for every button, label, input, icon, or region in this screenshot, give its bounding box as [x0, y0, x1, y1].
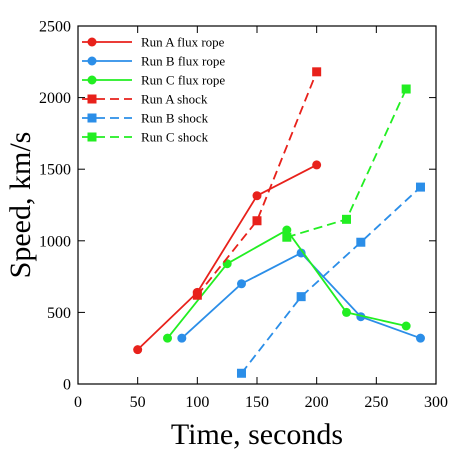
- series-run-a-shock: [192, 67, 322, 300]
- legend-label: Run A shock: [141, 92, 208, 107]
- x-tick-label: 250: [364, 394, 388, 411]
- series-run-b-flux-rope: [177, 248, 425, 343]
- data-point: [282, 232, 292, 242]
- data-point: [177, 333, 187, 343]
- ticks-layer: 0 50 100 150 200 250 300 0 500 1000 1500 2000 2500: [39, 19, 448, 412]
- data-point: [236, 279, 246, 289]
- series-run-b-shock: [236, 182, 425, 378]
- data-point: [133, 345, 143, 355]
- data-point: [401, 84, 411, 94]
- data-point: [87, 132, 97, 142]
- x-tick-label: 0: [74, 394, 82, 411]
- series-line: [196, 71, 318, 296]
- series-run-a-flux-rope: [133, 160, 322, 355]
- legend-entry: Run B shock: [82, 111, 209, 126]
- x-tick-label: 200: [305, 394, 329, 411]
- legend-label: Run A flux rope: [141, 35, 225, 50]
- y-tick-label: 500: [47, 305, 71, 322]
- x-tick-label: 150: [245, 394, 269, 411]
- legend-entry: Run B flux rope: [82, 54, 225, 69]
- legend: Run A flux rope Run B flux rope Run C flux…: [82, 35, 225, 145]
- y-tick-label: 1000: [39, 233, 71, 250]
- x-tick-label: 300: [424, 394, 448, 411]
- y-tick-label: 2500: [39, 19, 71, 36]
- legend-label: Run C flux rope: [141, 73, 225, 88]
- legend-label: Run C shock: [141, 130, 209, 145]
- data-point: [252, 191, 262, 201]
- series-layer: [133, 67, 425, 378]
- data-point: [356, 237, 366, 247]
- data-point: [312, 160, 322, 170]
- legend-entry: Run C flux rope: [82, 73, 225, 88]
- data-point: [87, 37, 97, 47]
- data-point: [252, 216, 262, 226]
- data-point: [342, 214, 351, 224]
- data-point: [87, 113, 97, 123]
- data-point: [282, 225, 292, 235]
- x-axis-title: Time, seconds: [171, 418, 343, 451]
- y-axis-title: Speed, km/s: [4, 132, 37, 279]
- x-tick-label: 50: [130, 394, 146, 411]
- series-run-c-shock: [282, 84, 411, 242]
- legend-entry: Run A flux rope: [82, 35, 225, 50]
- x-tick-label: 100: [185, 394, 209, 411]
- y-tick-label: 0: [63, 377, 71, 394]
- data-point: [236, 368, 246, 378]
- legend-label: Run B shock: [141, 111, 209, 126]
- data-point: [342, 307, 351, 317]
- legend-entry: Run A shock: [82, 92, 208, 107]
- data-point: [415, 182, 425, 192]
- data-point: [192, 290, 202, 300]
- data-point: [87, 56, 97, 66]
- data-point: [87, 94, 97, 104]
- series-line: [137, 164, 318, 351]
- legend-label: Run B flux rope: [141, 54, 225, 69]
- data-point: [163, 333, 172, 343]
- data-point: [296, 292, 306, 302]
- data-point: [312, 67, 322, 77]
- y-tick-label: 1500: [39, 162, 71, 179]
- legend-entry: Run C shock: [82, 130, 209, 145]
- data-point: [401, 321, 411, 331]
- y-tick-label: 2000: [39, 90, 71, 107]
- data-point: [296, 248, 306, 258]
- series-line: [240, 186, 422, 374]
- data-point: [415, 333, 425, 343]
- data-point: [87, 75, 97, 85]
